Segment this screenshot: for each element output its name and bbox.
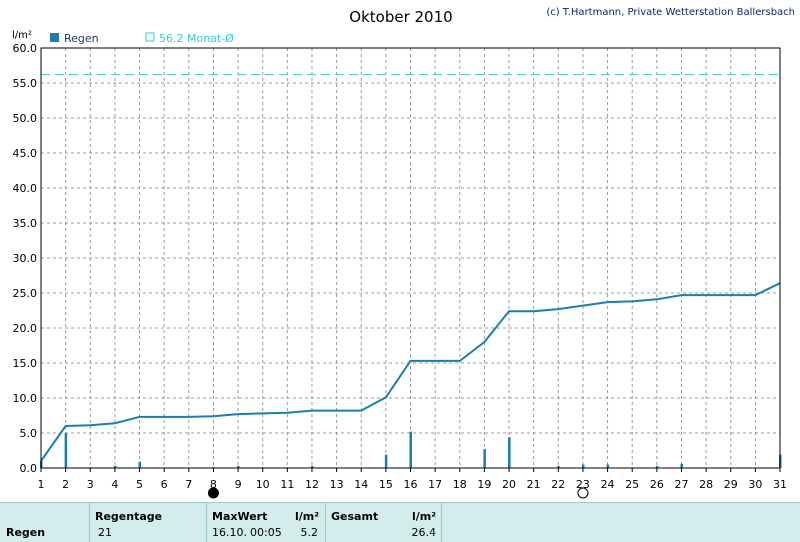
x-tick-label: 27 — [674, 478, 688, 491]
rain-bar — [310, 465, 314, 468]
x-tick-label: 30 — [748, 478, 762, 491]
rain-bar — [384, 454, 388, 468]
y-tick-label: 10.0 — [13, 392, 38, 405]
y-tick-label: 60.0 — [13, 42, 38, 55]
rain-bar — [483, 449, 486, 468]
legend-label-regen: Regen — [64, 32, 99, 45]
y-tick-label: 20.0 — [13, 322, 38, 335]
summary-panel: Regen Regentage 21 MaxWert l/m² 16.10. 0… — [0, 502, 800, 542]
x-tick-label: 17 — [428, 478, 442, 491]
x-tick-label: 9 — [235, 478, 242, 491]
x-tick-label: 10 — [256, 478, 270, 491]
x-tick-label: 14 — [354, 478, 368, 491]
x-tick-labels: 1 2 3 4 5 6 7 8 9 10 11 12 13 14 15 16 17 18 19 20 21 22 23 24 2… — [38, 468, 787, 491]
rain-bar — [237, 465, 240, 468]
x-tick-label: 11 — [280, 478, 294, 491]
plot-frame — [40, 47, 781, 469]
rain-bar — [557, 465, 560, 468]
y-tick-label: 55.0 — [13, 77, 38, 90]
y-tick-label: 40.0 — [13, 182, 38, 195]
rain-bar — [680, 463, 683, 468]
y-tick-label: 0.0 — [20, 462, 38, 475]
x-tick-label: 24 — [601, 478, 615, 491]
copyright-note: (c) T.Hartmann, Private Wetterstation Ba… — [546, 7, 795, 18]
rain-bar — [113, 465, 117, 468]
legend-swatch-monat — [145, 32, 155, 42]
y-tick-label: 50.0 — [13, 112, 38, 125]
grid — [41, 48, 780, 468]
rain-bar — [606, 464, 610, 468]
cumulative-rain-line — [40, 282, 781, 462]
x-tick-label: 7 — [185, 478, 192, 491]
x-tick-label: 21 — [527, 478, 541, 491]
gesamt-unit: l/m² — [412, 510, 437, 523]
y-tick-label: 25.0 — [13, 287, 38, 300]
maxwert-unit: l/m² — [295, 510, 320, 523]
x-tick-label: 20 — [502, 478, 516, 491]
gesamt-label: Gesamt — [331, 510, 379, 523]
rain-chart: Oktober 2010 (c) T.Hartmann, Private Wet… — [12, 7, 795, 499]
gesamt-value: 26.4 — [411, 526, 437, 539]
y-tick-label: 5.0 — [20, 427, 38, 440]
summary-cell-maxwert: MaxWert l/m² 16.10. 00:05 5.2 — [206, 503, 326, 542]
rain-bar — [581, 464, 585, 468]
legend: Regen 56.2 Monat-Ø — [50, 32, 234, 45]
y-axis-unit: l/m² — [12, 30, 32, 41]
y-tick-label: 35.0 — [13, 217, 38, 230]
x-tick-label: 12 — [305, 478, 319, 491]
maxwert-time: 00:05 — [250, 526, 282, 539]
maxwert-value: 5.2 — [300, 526, 319, 539]
summary-cell-regentage: Regentage 21 — [89, 503, 207, 542]
summary-row-label: Regen — [6, 526, 46, 539]
x-tick-label: 13 — [330, 478, 344, 491]
y-tick-label: 15.0 — [13, 357, 38, 370]
x-tick-label: 25 — [625, 478, 639, 491]
y-tick-labels: 0.0 5.0 10.0 15.0 20.0 25.0 30.0 35.0 40.0 45.0 50… — [13, 42, 38, 475]
x-tick-label: 1 — [38, 478, 45, 491]
x-tick-label: 23 — [576, 478, 590, 491]
y-tick-label: 45.0 — [13, 147, 38, 160]
x-tick-label: 3 — [87, 478, 94, 491]
summary-cell-gesamt: Gesamt l/m² 26.4 — [325, 503, 442, 542]
new-moon-icon — [207, 487, 219, 499]
x-tick-label: 8 — [210, 478, 217, 491]
legend-swatch-regen — [50, 33, 59, 42]
x-tick-label: 26 — [650, 478, 664, 491]
rain-bar — [64, 433, 68, 468]
x-tick-label: 4 — [111, 478, 118, 491]
y-tick-label: 30.0 — [13, 252, 38, 265]
summary-cell-empty — [441, 503, 800, 542]
rain-bar — [508, 437, 511, 468]
x-tick-label: 16 — [404, 478, 418, 491]
rain-bar — [655, 465, 659, 468]
x-tick-label: 19 — [477, 478, 491, 491]
x-tick-label: 29 — [724, 478, 738, 491]
rain-bar — [138, 461, 142, 468]
rain-bar — [409, 431, 412, 468]
regentage-value: 21 — [98, 526, 112, 539]
maxwert-date: 16.10. — [212, 526, 247, 539]
legend-label-monat: 56.2 Monat-Ø — [159, 32, 234, 45]
chart-title: Oktober 2010 — [349, 8, 452, 26]
x-tick-label: 2 — [62, 478, 69, 491]
x-tick-label: 31 — [773, 478, 787, 491]
x-tick-label: 15 — [379, 478, 393, 491]
x-tick-label: 28 — [699, 478, 713, 491]
maxwert-label: MaxWert — [212, 510, 268, 523]
moon-phases — [207, 487, 589, 499]
x-tick-label: 6 — [161, 478, 168, 491]
full-moon-icon — [577, 487, 589, 499]
regentage-label: Regentage — [95, 510, 163, 523]
x-tick-label: 5 — [136, 478, 143, 491]
rain-bars — [40, 431, 782, 468]
x-tick-label: 18 — [453, 478, 467, 491]
x-tick-label: 22 — [551, 478, 565, 491]
